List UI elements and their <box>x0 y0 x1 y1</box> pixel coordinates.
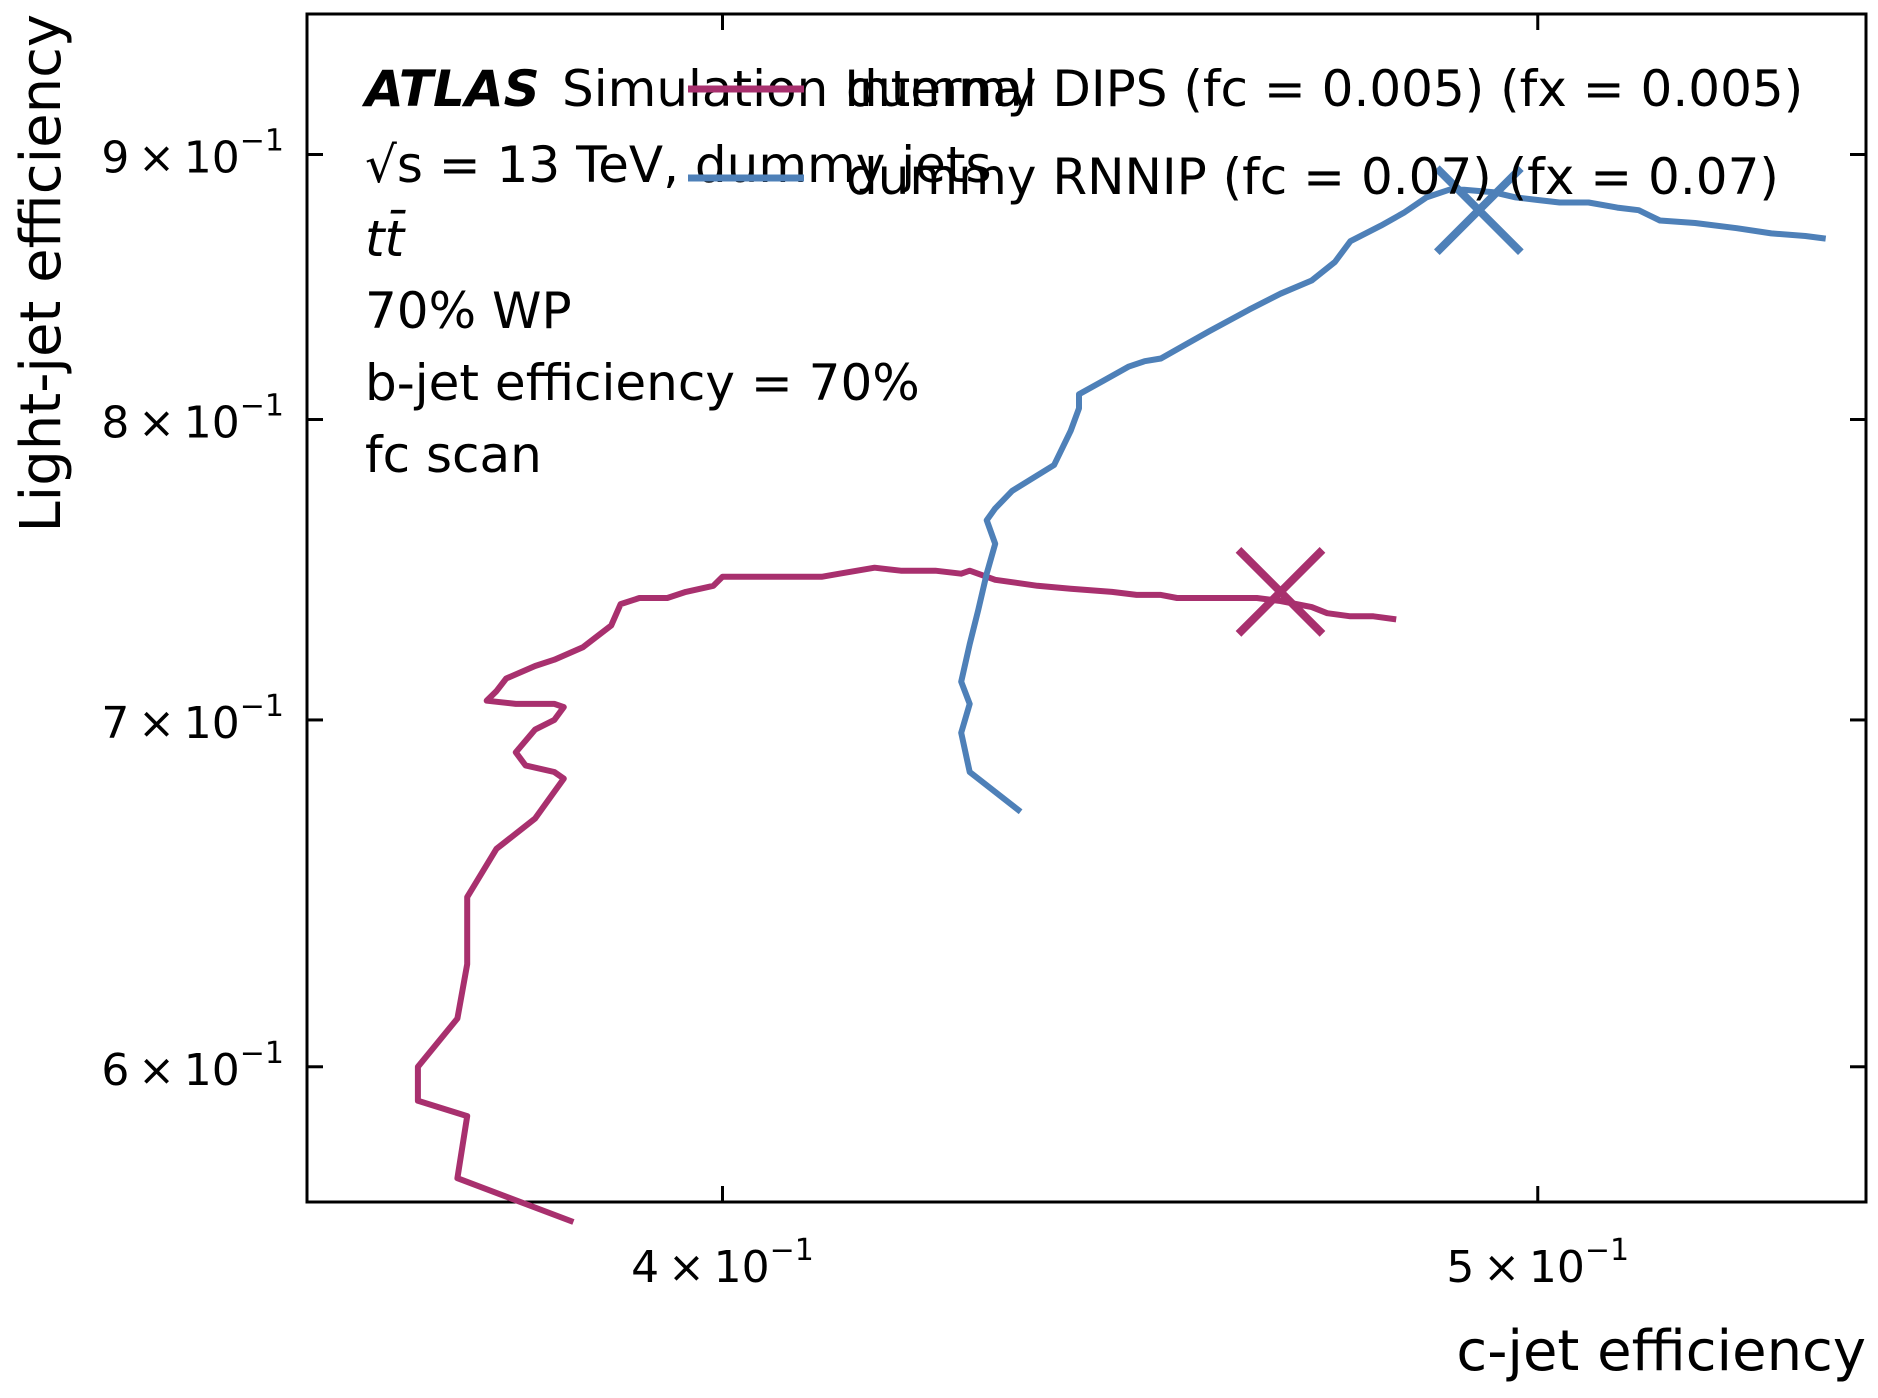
axis-ticks <box>307 14 1866 1202</box>
y-tick-label-2: 8 × 10−1 <box>101 389 284 449</box>
x-tick-label-1: 5 × 10−1 <box>1446 1233 1629 1293</box>
beff-label: b-jet efficiency = 70% <box>365 354 920 412</box>
wp-label: 70% WP <box>365 282 572 340</box>
x-axis-label: c-jet efficiency <box>1456 1319 1866 1384</box>
plot-frame <box>305 12 1868 1204</box>
y-tick-label-1: 7 × 10−1 <box>101 689 284 749</box>
legend-label-dips: dummy DIPS (fc = 0.005) (fx = 0.005) <box>846 60 1803 118</box>
series-marker-0 <box>1235 547 1326 637</box>
legend: dummy DIPS (fc = 0.005) (fx = 0.005) dum… <box>688 60 1803 206</box>
tick-labels: 4 × 10−1 5 × 10−1 6 × 10−1 7 × 10−1 8 × 10−1… <box>101 124 1629 1293</box>
series-marker-1 <box>1434 165 1524 256</box>
series-line-1 <box>958 186 1827 815</box>
atlas-annotations: ATLAS Simulation Internal √s = 13 TeV, d… <box>361 60 1037 484</box>
atlas-label: ATLAS <box>361 60 540 118</box>
series-line-0 <box>414 564 1397 1225</box>
legend-label-rnnip: dummy RNNIP (fc = 0.07) (fx = 0.07) <box>846 148 1779 206</box>
energy-label: √s = 13 TeV, dummy jets <box>365 136 992 194</box>
y-axis-label: Light-jet efficiency <box>9 14 74 533</box>
y-tick-label-3: 9 × 10−1 <box>101 124 284 184</box>
scan-label: fc scan <box>365 426 542 484</box>
x-tick-label-0: 4 × 10−1 <box>631 1233 814 1293</box>
process-label: tt̄ <box>365 209 407 268</box>
data-series <box>414 165 1827 1225</box>
y-tick-label-0: 6 × 10−1 <box>101 1036 284 1096</box>
